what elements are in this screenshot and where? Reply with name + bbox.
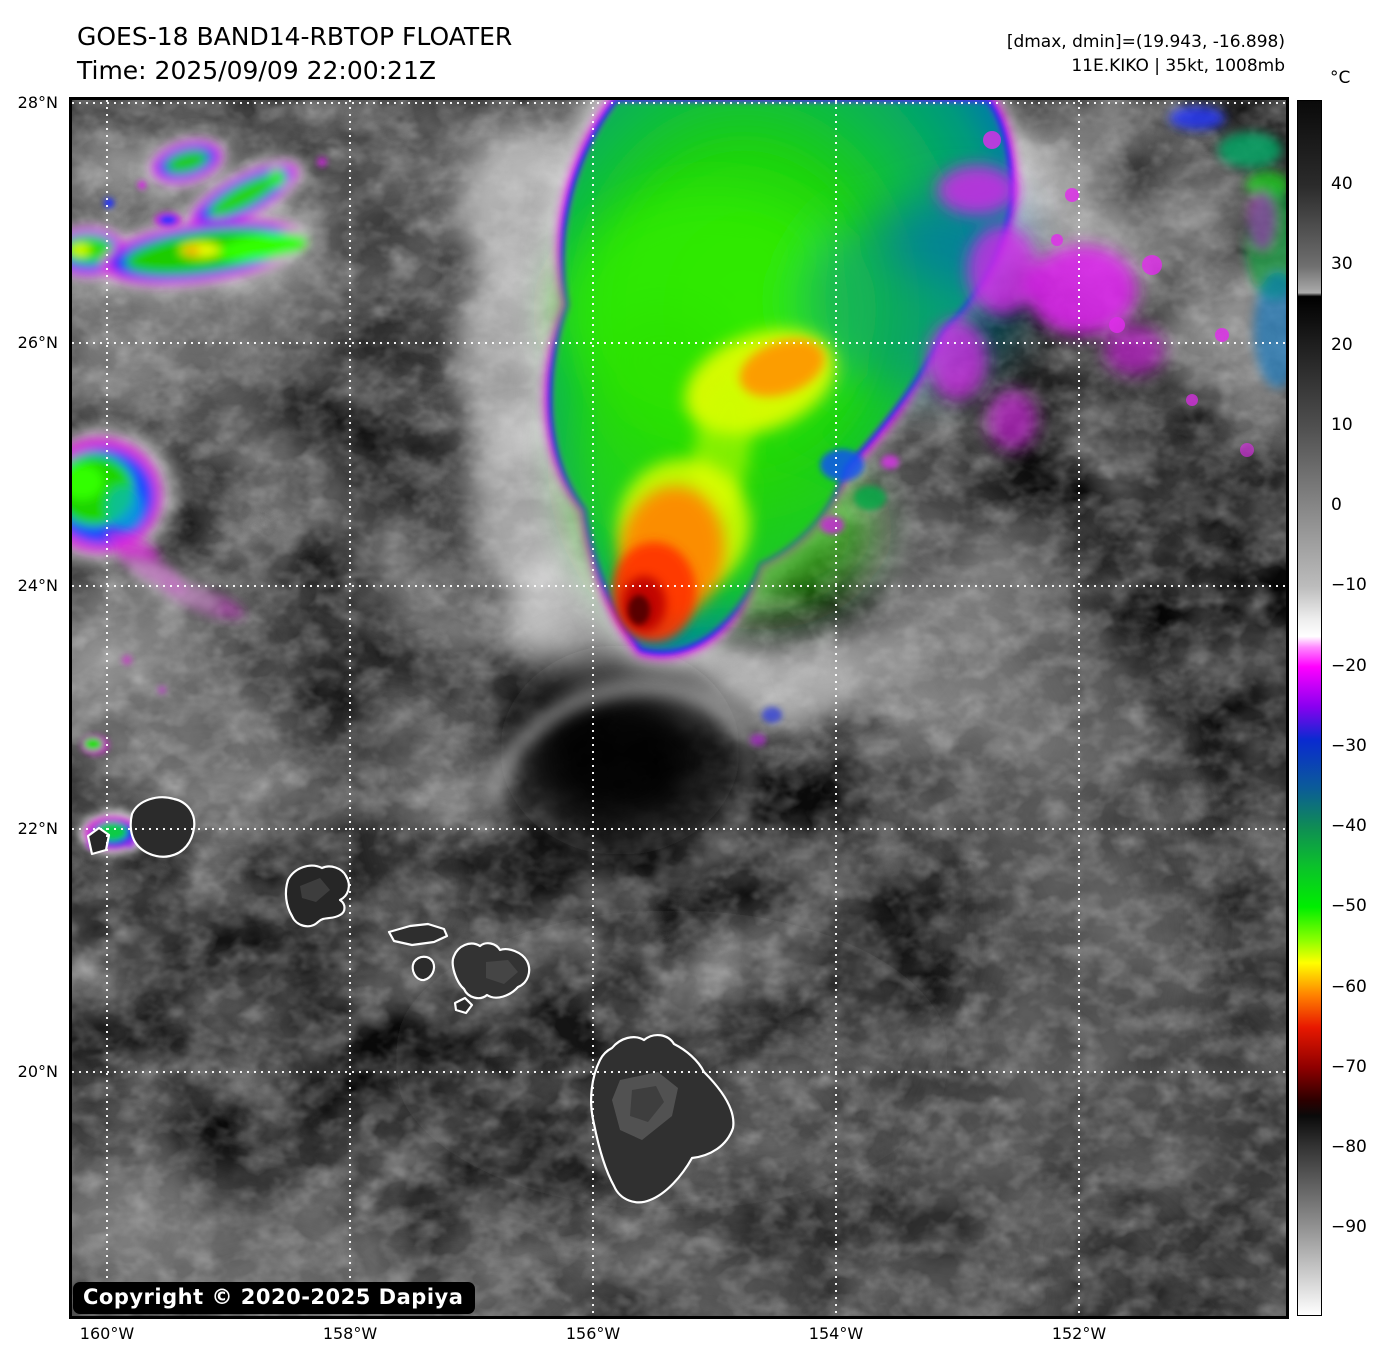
satellite-map: Copyright © 2020-2025 Dapiya (69, 97, 1289, 1319)
corner-cold-bits (1169, 106, 1286, 388)
colorbar-tick-label: 40 (1331, 173, 1353, 194)
colorbar-tick-label: −50 (1331, 896, 1367, 917)
lat-tick-label: 28°N (17, 93, 58, 113)
colorbar-tick-label: −40 (1331, 816, 1367, 837)
title-block: GOES-18 BAND14-RBTOP FLOATER Time: 2025/… (77, 20, 512, 88)
lon-tick-label: 154°W (808, 1324, 864, 1343)
island-outlines (86, 796, 735, 1204)
lon-tick-label: 152°W (1051, 1324, 1107, 1343)
colorbar-tick-label: 10 (1331, 414, 1353, 435)
lon-tick-label: 158°W (322, 1324, 378, 1343)
latitude-axis: 28°N 26°N 24°N 22°N 20°N (0, 93, 64, 1316)
colorbar-gradient (1297, 100, 1322, 1316)
colorbar-tick-label: −10 (1331, 575, 1367, 596)
island-lanai (411, 955, 436, 982)
colorbar-tick-label: 20 (1331, 334, 1353, 355)
island-molokai (387, 922, 449, 947)
info-block: [dmax, dmin]=(19.943, -16.898) 11E.KIKO … (1007, 30, 1285, 78)
storm-center-swirl (485, 645, 894, 898)
lat-tick-label: 22°N (17, 818, 58, 838)
copyright-badge: Copyright © 2020-2025 Dapiya (73, 1282, 476, 1314)
lat-tick-label: 24°N (17, 576, 58, 596)
west-edge-cold-blob (72, 425, 245, 755)
magenta-speckles (983, 131, 1254, 457)
colorbar-tick-label: 0 (1331, 495, 1342, 516)
island-kauai (129, 796, 196, 858)
colorbar-tick-label: −60 (1331, 976, 1367, 997)
colorbar-tick-label: −80 (1331, 1137, 1367, 1158)
island-kahoolawe (453, 996, 474, 1015)
colorbar-tick-label: 30 (1331, 254, 1353, 275)
longitude-axis: 160°W 158°W 156°W 154°W 152°W (72, 1324, 1286, 1348)
colorbar-tick-label: −20 (1331, 655, 1367, 676)
colorbar-tick-label: −30 (1331, 735, 1367, 756)
range-info: [dmax, dmin]=(19.943, -16.898) (1006, 32, 1285, 52)
colorbar-unit-label: °C (1330, 68, 1351, 88)
page-title: GOES-18 BAND14-RBTOP FLOATER (77, 22, 513, 51)
island-terrain-detail (300, 878, 678, 1140)
lon-tick-label: 160°W (79, 1324, 135, 1343)
colorbar-tick-label: −90 (1331, 1217, 1367, 1238)
lat-tick-label: 20°N (17, 1061, 58, 1081)
colorbar-tick-label: −70 (1331, 1056, 1367, 1077)
colorbar-axis: 40 30 20 10 0 −10 −20 −30 −40 −50 −60 −70 −80 −90 (1331, 100, 1387, 1316)
nw-cold-blob-cluster (72, 134, 327, 291)
lat-tick-label: 26°N (17, 332, 58, 352)
storm-info: 11E.KIKO | 35kt, 1008mb (1071, 56, 1285, 76)
cold-cloud-top-main (538, 100, 1286, 746)
lon-tick-label: 156°W (565, 1324, 621, 1343)
detached-cold-bits (750, 449, 899, 746)
satellite-imagery (72, 100, 1286, 1316)
timestamp: Time: 2025/09/09 22:00:21Z (77, 56, 436, 85)
